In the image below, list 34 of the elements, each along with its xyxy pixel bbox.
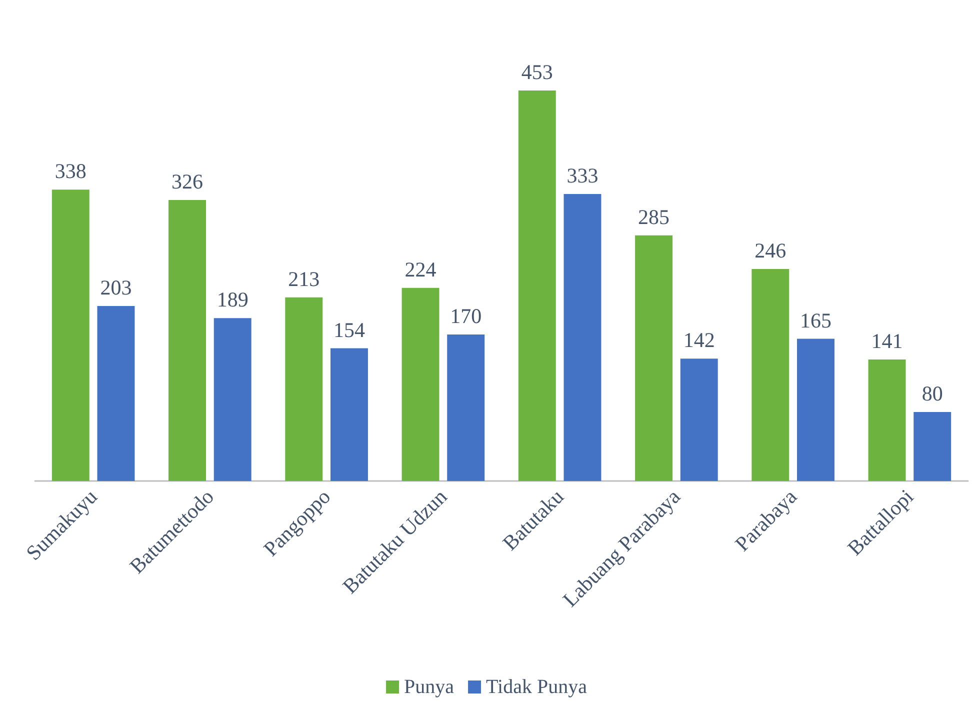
data-label: 154 [333,318,366,342]
data-label: 333 [566,163,598,188]
data-label: 246 [754,238,786,262]
legend-label: Punya [404,676,454,698]
legend-label: Tidak Punya [486,676,588,698]
bar [168,200,206,481]
bar [97,306,135,481]
bar [330,348,368,481]
data-label: 453 [521,60,553,84]
data-label: 141 [871,328,903,353]
data-label: 203 [100,276,132,300]
bar [564,194,602,481]
data-label: 142 [683,328,715,352]
data-label: 338 [54,159,86,184]
data-label: 189 [216,288,248,312]
data-label: 326 [172,169,204,194]
bar [518,90,556,481]
bar [285,297,323,481]
bar [447,334,485,481]
data-label: 170 [450,304,482,328]
bar [868,359,906,481]
data-label: 213 [288,266,320,291]
bar [402,288,440,481]
data-label: 224 [404,257,437,282]
bar [752,268,790,481]
data-label: 285 [638,204,670,229]
bar [796,338,834,481]
data-label: 165 [800,308,832,332]
bar [680,358,718,481]
bar [635,235,673,481]
bar [214,318,252,481]
data-label: 80 [922,382,943,406]
bar [52,190,90,481]
bar [914,412,952,481]
